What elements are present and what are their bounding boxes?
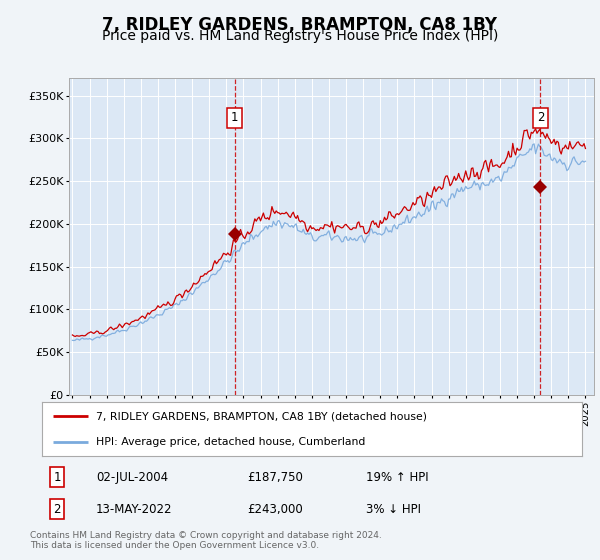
Text: 2: 2 [537, 111, 544, 124]
Text: HPI: Average price, detached house, Cumberland: HPI: Average price, detached house, Cumb… [96, 437, 365, 446]
Text: £243,000: £243,000 [247, 502, 303, 516]
Text: 19% ↑ HPI: 19% ↑ HPI [366, 471, 428, 484]
Text: 02-JUL-2004: 02-JUL-2004 [96, 471, 168, 484]
Text: 1: 1 [53, 471, 61, 484]
Text: Price paid vs. HM Land Registry's House Price Index (HPI): Price paid vs. HM Land Registry's House … [102, 29, 498, 43]
Text: 2: 2 [53, 502, 61, 516]
Text: 3% ↓ HPI: 3% ↓ HPI [366, 502, 421, 516]
Text: 1: 1 [231, 111, 239, 124]
Text: 13-MAY-2022: 13-MAY-2022 [96, 502, 173, 516]
Text: 7, RIDLEY GARDENS, BRAMPTON, CA8 1BY: 7, RIDLEY GARDENS, BRAMPTON, CA8 1BY [103, 16, 497, 34]
Text: £187,750: £187,750 [247, 471, 303, 484]
Text: 7, RIDLEY GARDENS, BRAMPTON, CA8 1BY (detached house): 7, RIDLEY GARDENS, BRAMPTON, CA8 1BY (de… [96, 412, 427, 421]
Text: Contains HM Land Registry data © Crown copyright and database right 2024.
This d: Contains HM Land Registry data © Crown c… [30, 531, 382, 550]
